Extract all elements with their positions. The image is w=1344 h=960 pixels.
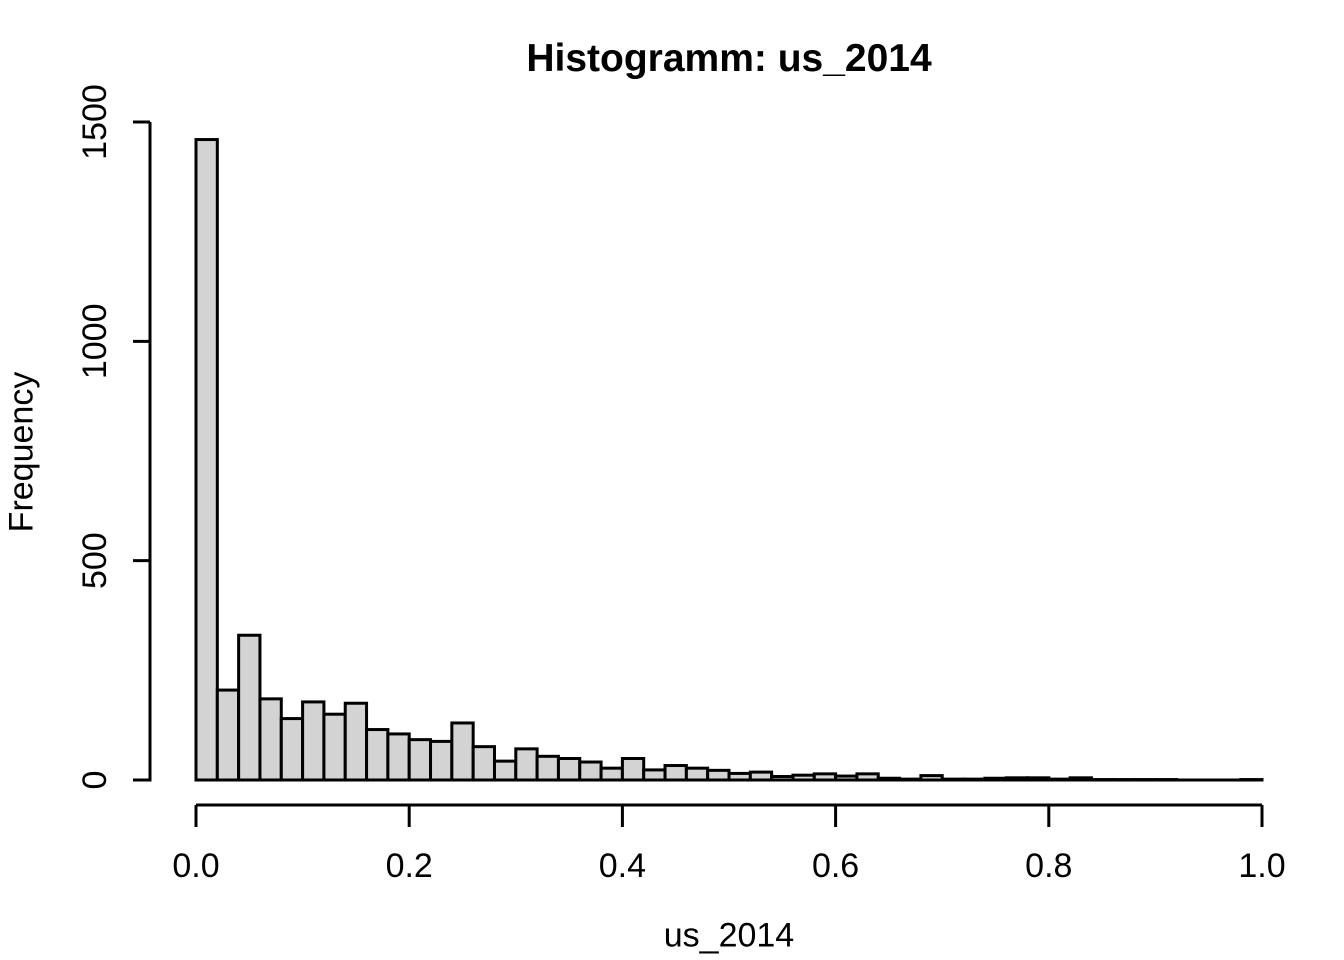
histogram-bar — [663, 764, 688, 782]
histogram-bar — [215, 688, 241, 782]
histogram-bar — [620, 757, 646, 782]
x-axis-title: us_2014 — [663, 916, 795, 955]
histogram-bar — [322, 712, 347, 782]
y-tick-label: 500 — [76, 532, 114, 589]
histogram-bar — [535, 754, 560, 782]
histogram-bar — [684, 766, 710, 782]
histogram-bar — [599, 766, 624, 782]
histogram-bar — [237, 633, 262, 782]
y-axis-title: Frequency — [2, 371, 41, 533]
histogram-bar — [386, 732, 411, 782]
histogram-bar — [365, 728, 390, 782]
histogram-bar — [471, 745, 496, 782]
y-tick-label: 0 — [76, 771, 114, 790]
histogram-bar — [492, 759, 518, 782]
histogram-bar — [258, 697, 283, 782]
histogram-bar — [343, 701, 369, 782]
histogram-bar — [407, 738, 433, 782]
histogram-bar — [429, 739, 454, 782]
x-tick-label: 1.0 — [1238, 847, 1285, 885]
chart-title: Histogramm: us_2014 — [526, 37, 932, 80]
x-tick-label: 0.0 — [172, 847, 219, 885]
histogram-bar — [556, 757, 582, 782]
x-tick-label: 0.8 — [1025, 847, 1072, 885]
histogram-bar — [301, 700, 326, 782]
histogram-bar — [194, 138, 219, 782]
y-tick-label: 1500 — [76, 84, 114, 160]
x-tick-label: 0.6 — [812, 847, 859, 885]
histogram-bar — [514, 747, 539, 782]
histogram-bar — [279, 717, 305, 782]
histogram-bar — [642, 768, 667, 782]
histogram-bar — [450, 721, 475, 782]
x-tick-label: 0.2 — [386, 847, 433, 885]
y-tick-label: 1000 — [76, 304, 114, 380]
histogram-bar — [578, 760, 603, 782]
x-tick-label: 0.4 — [599, 847, 646, 885]
